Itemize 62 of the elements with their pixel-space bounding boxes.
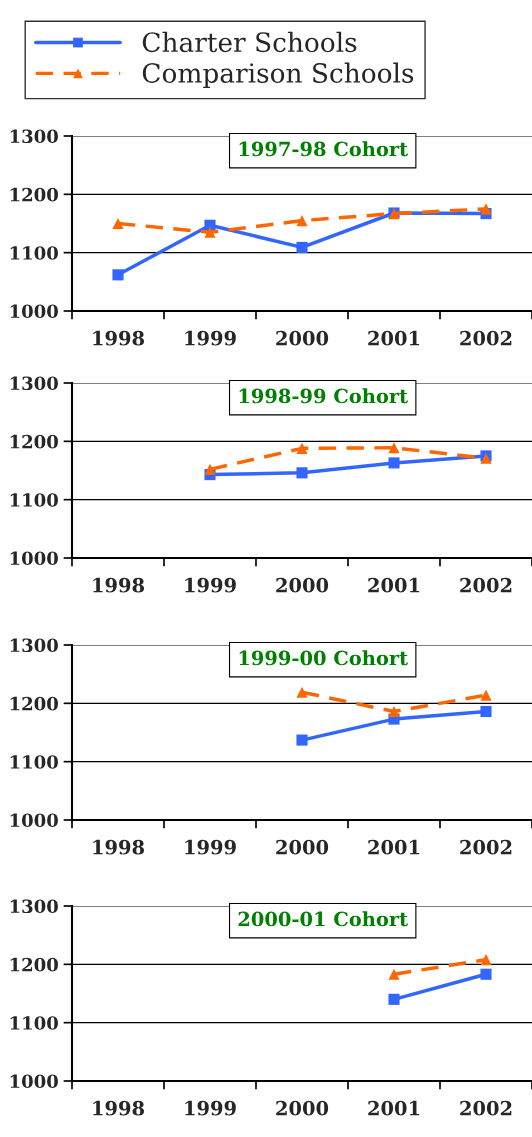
point <box>204 463 216 475</box>
point <box>480 203 492 215</box>
x-tick-label: 1998 <box>93 839 145 855</box>
point <box>388 993 400 1005</box>
point <box>296 215 308 227</box>
x-tick-label: 2002 <box>460 330 512 346</box>
y-tick-label: 1000 <box>10 551 58 566</box>
x-tick-label: 2002 <box>460 1100 512 1116</box>
x-tick-label: 2000 <box>276 330 329 346</box>
x-tick-label: 2000 <box>276 577 329 593</box>
point <box>296 442 308 454</box>
x-tick-label: 2001 <box>368 1100 420 1116</box>
y-tick-label: 1300 <box>10 129 58 144</box>
x-tick-label: 2001 <box>368 839 420 855</box>
point <box>388 457 400 469</box>
y-tick-label: 1200 <box>10 696 58 711</box>
point <box>112 269 124 281</box>
y-tick-label: 1000 <box>10 1074 58 1089</box>
point <box>388 705 400 718</box>
x-tick-label: 1999 <box>185 1100 236 1116</box>
y-tick-label: 1000 <box>10 813 58 828</box>
y-tick-label: 1100 <box>10 493 58 507</box>
x-tick-label: 2002 <box>460 839 512 855</box>
legend-label: Comparison Schools <box>142 62 414 89</box>
x-tick-label: 2002 <box>460 577 512 593</box>
y-tick-label: 1100 <box>10 755 58 769</box>
x-tick-label: 2000 <box>276 1100 329 1116</box>
chart-title: 1999-00 Cohort <box>239 650 408 666</box>
point <box>296 734 308 746</box>
point <box>480 689 492 701</box>
y-tick-label: 1200 <box>10 434 58 449</box>
point <box>296 686 308 698</box>
point <box>480 968 492 980</box>
x-tick-label: 2001 <box>368 577 420 593</box>
point <box>480 705 492 718</box>
point <box>388 968 400 980</box>
y-tick-label: 1300 <box>10 638 58 653</box>
legend-label: Charter Schools <box>142 31 357 53</box>
x-tick-label: 1998 <box>93 577 145 593</box>
x-tick-label: 2001 <box>368 330 420 346</box>
x-tick-label: 1999 <box>185 839 236 855</box>
y-tick-label: 1000 <box>10 304 58 319</box>
y-tick-label: 1200 <box>10 187 58 202</box>
x-tick-label: 1999 <box>185 330 236 346</box>
y-tick-label: 1200 <box>10 957 58 972</box>
y-tick-label: 1300 <box>10 899 58 914</box>
point <box>296 241 308 253</box>
point <box>480 954 492 966</box>
point <box>296 467 308 479</box>
x-tick-label: 1998 <box>93 330 145 346</box>
point <box>204 226 216 238</box>
x-tick-label: 2000 <box>276 839 329 855</box>
y-tick-label: 1100 <box>10 1016 58 1030</box>
point <box>112 217 124 230</box>
y-tick-label: 1100 <box>10 246 58 260</box>
chart-title: 1998-99 Cohort <box>239 388 408 404</box>
chart-title: 1997-98 Cohort <box>239 141 408 157</box>
x-tick-label: 1998 <box>93 1100 145 1116</box>
y-tick-label: 1300 <box>10 376 58 391</box>
x-tick-label: 1999 <box>185 577 236 593</box>
chart-title: 2000-01 Cohort <box>238 911 408 927</box>
point <box>388 442 400 454</box>
